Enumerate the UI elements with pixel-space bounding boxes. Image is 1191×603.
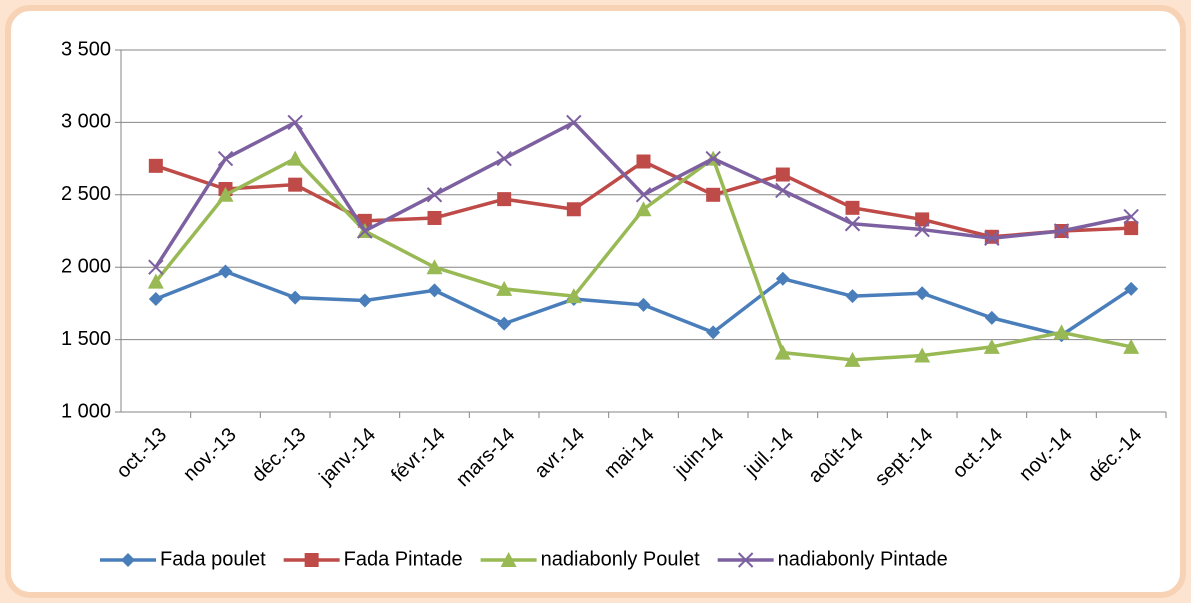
legend-marker bbox=[500, 552, 517, 567]
marker bbox=[357, 293, 372, 308]
legend-label: nadiabonly Pintade bbox=[778, 548, 948, 570]
legend-label: Fada poulet bbox=[160, 548, 266, 570]
marker bbox=[705, 150, 721, 167]
marker bbox=[1124, 281, 1139, 296]
marker bbox=[357, 223, 373, 239]
legend-marker bbox=[304, 553, 319, 567]
marker bbox=[775, 182, 791, 199]
marker bbox=[496, 150, 512, 167]
marker bbox=[148, 259, 164, 275]
marker bbox=[217, 186, 234, 202]
y-tick-label: 3 000 bbox=[61, 111, 111, 133]
marker bbox=[288, 290, 303, 305]
marker bbox=[288, 177, 303, 192]
marker bbox=[915, 212, 930, 227]
marker bbox=[636, 154, 651, 169]
marker bbox=[147, 273, 164, 289]
marker bbox=[426, 187, 443, 203]
marker bbox=[1053, 223, 1070, 239]
marker bbox=[775, 167, 790, 182]
marker bbox=[915, 286, 930, 301]
marker bbox=[566, 202, 581, 217]
marker bbox=[983, 338, 1000, 354]
marker bbox=[635, 201, 652, 217]
y-tick-label: 2 500 bbox=[61, 183, 111, 205]
marker bbox=[497, 192, 512, 207]
marker bbox=[984, 310, 999, 325]
marker bbox=[287, 150, 304, 166]
y-tick-label: 3 500 bbox=[61, 38, 111, 60]
marker bbox=[148, 292, 163, 307]
marker bbox=[845, 289, 860, 304]
marker bbox=[1123, 338, 1140, 354]
marker bbox=[844, 351, 861, 367]
marker bbox=[914, 221, 930, 238]
marker bbox=[1124, 221, 1139, 236]
marker bbox=[218, 264, 233, 279]
marker bbox=[984, 230, 1000, 246]
y-tick-label: 1 500 bbox=[61, 328, 111, 350]
marker bbox=[914, 347, 931, 363]
marker bbox=[566, 114, 582, 131]
y-tick-label: 1 000 bbox=[61, 400, 111, 422]
marker bbox=[845, 200, 860, 215]
marker bbox=[775, 271, 790, 286]
marker bbox=[217, 150, 234, 167]
marker bbox=[565, 288, 582, 304]
legend-marker bbox=[121, 553, 135, 567]
marker bbox=[774, 344, 791, 360]
marker bbox=[706, 325, 721, 340]
marker bbox=[635, 187, 652, 203]
marker bbox=[427, 210, 442, 225]
y-tick-label: 2 000 bbox=[61, 255, 111, 277]
marker bbox=[636, 297, 651, 312]
marker bbox=[497, 316, 512, 331]
marker bbox=[1123, 208, 1139, 225]
marker bbox=[706, 187, 721, 202]
legend-marker bbox=[737, 552, 754, 568]
marker bbox=[496, 280, 513, 296]
marker bbox=[1053, 324, 1070, 340]
marker bbox=[287, 114, 303, 131]
marker bbox=[426, 259, 443, 275]
legend-label: Fada Pintade bbox=[344, 548, 463, 570]
marker bbox=[844, 216, 861, 232]
marker bbox=[148, 158, 163, 173]
marker bbox=[427, 283, 442, 298]
legend-label: nadiabonly Poulet bbox=[541, 548, 700, 570]
